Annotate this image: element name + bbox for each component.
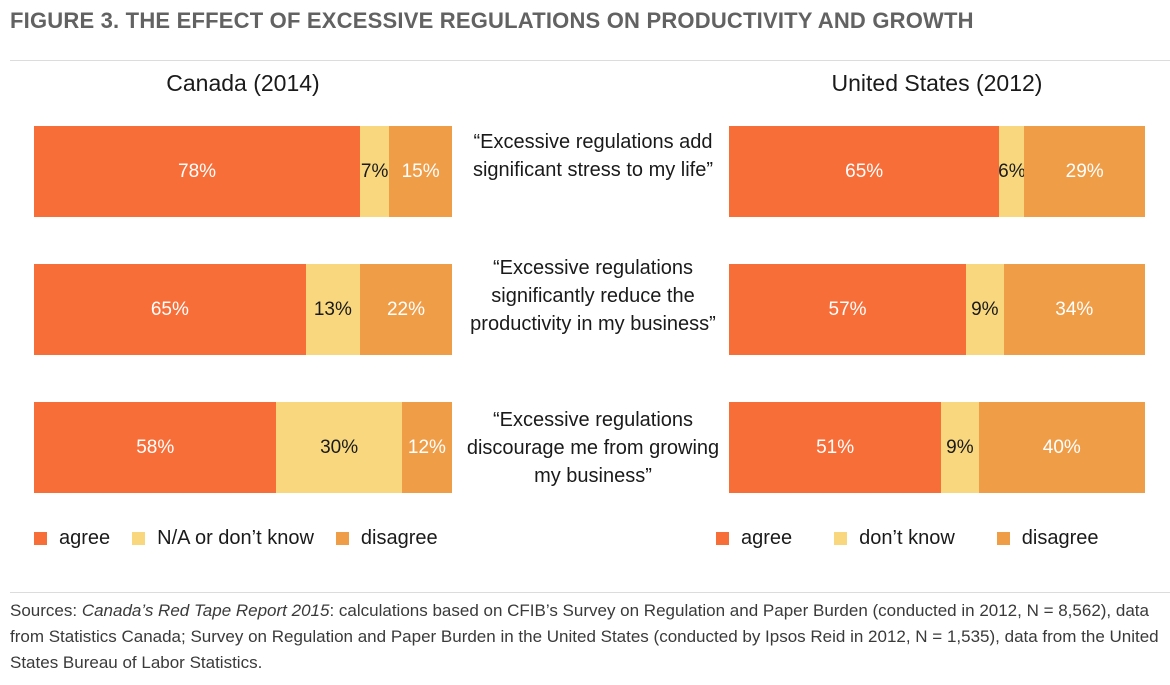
canada-segment-na: 30% — [276, 402, 402, 493]
canada-segment-na: 13% — [305, 264, 361, 355]
us-legend: agree don’t know disagree — [716, 527, 1141, 550]
legend-item-disagree: disagree — [335, 527, 438, 550]
us-segment-na: 9% — [966, 264, 1004, 355]
legend-swatch-agree — [716, 532, 729, 545]
data-label: 9% — [971, 298, 999, 320]
data-label: 12% — [407, 436, 446, 458]
us-segment-na: 6% — [998, 126, 1026, 217]
legend-label: N/A or don’t know — [157, 527, 314, 549]
legend-label: agree — [59, 527, 111, 549]
legend-swatch-agree — [34, 532, 47, 545]
canada-segment-agree: 78% — [34, 126, 361, 217]
data-label: 7% — [360, 160, 389, 182]
data-label: 9% — [946, 436, 974, 458]
legend-swatch-dont-know — [834, 532, 848, 545]
us-segment-agree: 65% — [729, 126, 1000, 217]
legend-item-na: N/A or don’t know — [132, 527, 314, 550]
data-label: 34% — [1055, 298, 1094, 320]
data-label: 51% — [816, 436, 855, 458]
statement-growth: “Excessive regulations discourage me fro… — [466, 409, 720, 487]
us-bar-row-3: 51% 9% 40% — [729, 402, 1145, 493]
us-bar-row-1: 65% 6% 29% — [729, 126, 1145, 217]
canada-bar-row-3: 58% 30% 12% — [34, 402, 452, 493]
legend-swatch-na — [132, 532, 146, 545]
statement-productivity: “Excessive regulations significantly red… — [470, 257, 716, 335]
legend-item-agree: agree — [34, 527, 110, 550]
sources-note: Sources: Canada’s Red Tape Report 2015: … — [10, 598, 1160, 676]
canada-segment-disagree: 15% — [389, 126, 452, 217]
sources-report-title: Canada’s Red Tape Report 2015 — [81, 601, 330, 620]
data-label: 65% — [845, 160, 884, 182]
canada-segment-na: 7% — [360, 126, 390, 217]
data-label: 6% — [998, 160, 1026, 182]
data-label: 57% — [828, 298, 867, 320]
data-label: 58% — [136, 436, 175, 458]
canada-bar-row-2: 65% 13% 22% — [34, 264, 452, 355]
canada-segment-disagree: 12% — [401, 402, 452, 493]
us-segment-agree: 57% — [729, 264, 967, 355]
sources-text: : calculations based on CFIB’s Survey on… — [10, 601, 1159, 672]
top-divider — [10, 60, 1170, 61]
bottom-divider — [10, 592, 1170, 593]
us-segment-disagree: 40% — [978, 402, 1145, 493]
us-segment-agree: 51% — [729, 402, 942, 493]
canada-bar-row-1: 78% 7% 15% — [34, 126, 452, 217]
us-segment-disagree: 34% — [1003, 264, 1145, 355]
legend-label: disagree — [360, 527, 438, 549]
legend-label: don’t know — [859, 527, 955, 549]
data-label: 13% — [313, 298, 352, 320]
canada-legend: agree N/A or don’t know disagree — [34, 527, 460, 550]
data-label: 29% — [1065, 160, 1104, 182]
statement-stress: “Excessive regulations add significant s… — [472, 131, 714, 181]
legend-swatch-disagree — [996, 532, 1010, 545]
legend-item-agree: agree — [716, 527, 792, 550]
us-panel-title: United States (2012) — [831, 70, 1043, 96]
canada-segment-disagree: 22% — [360, 264, 452, 355]
legend-swatch-disagree — [335, 532, 349, 545]
data-label: 40% — [1042, 436, 1081, 458]
legend-item-disagree: disagree — [996, 527, 1099, 550]
data-label: 30% — [320, 436, 359, 458]
figure-title: FIGURE 3. THE EFFECT OF EXCESSIVE REGULA… — [10, 8, 974, 33]
us-segment-na: 9% — [941, 402, 979, 493]
canada-segment-agree: 58% — [34, 402, 277, 493]
legend-label: disagree — [1021, 527, 1099, 549]
sources-prefix: Sources: — [10, 601, 82, 620]
legend-item-dont-know: don’t know — [834, 527, 955, 550]
canada-segment-agree: 65% — [34, 264, 306, 355]
legend-label: agree — [741, 527, 793, 549]
data-label: 15% — [401, 160, 440, 182]
us-segment-disagree: 29% — [1024, 126, 1145, 217]
data-label: 22% — [386, 298, 425, 320]
canada-panel-title: Canada (2014) — [166, 70, 320, 96]
data-label: 78% — [178, 160, 217, 182]
us-bar-row-2: 57% 9% 34% — [729, 264, 1145, 355]
data-label: 65% — [150, 298, 189, 320]
